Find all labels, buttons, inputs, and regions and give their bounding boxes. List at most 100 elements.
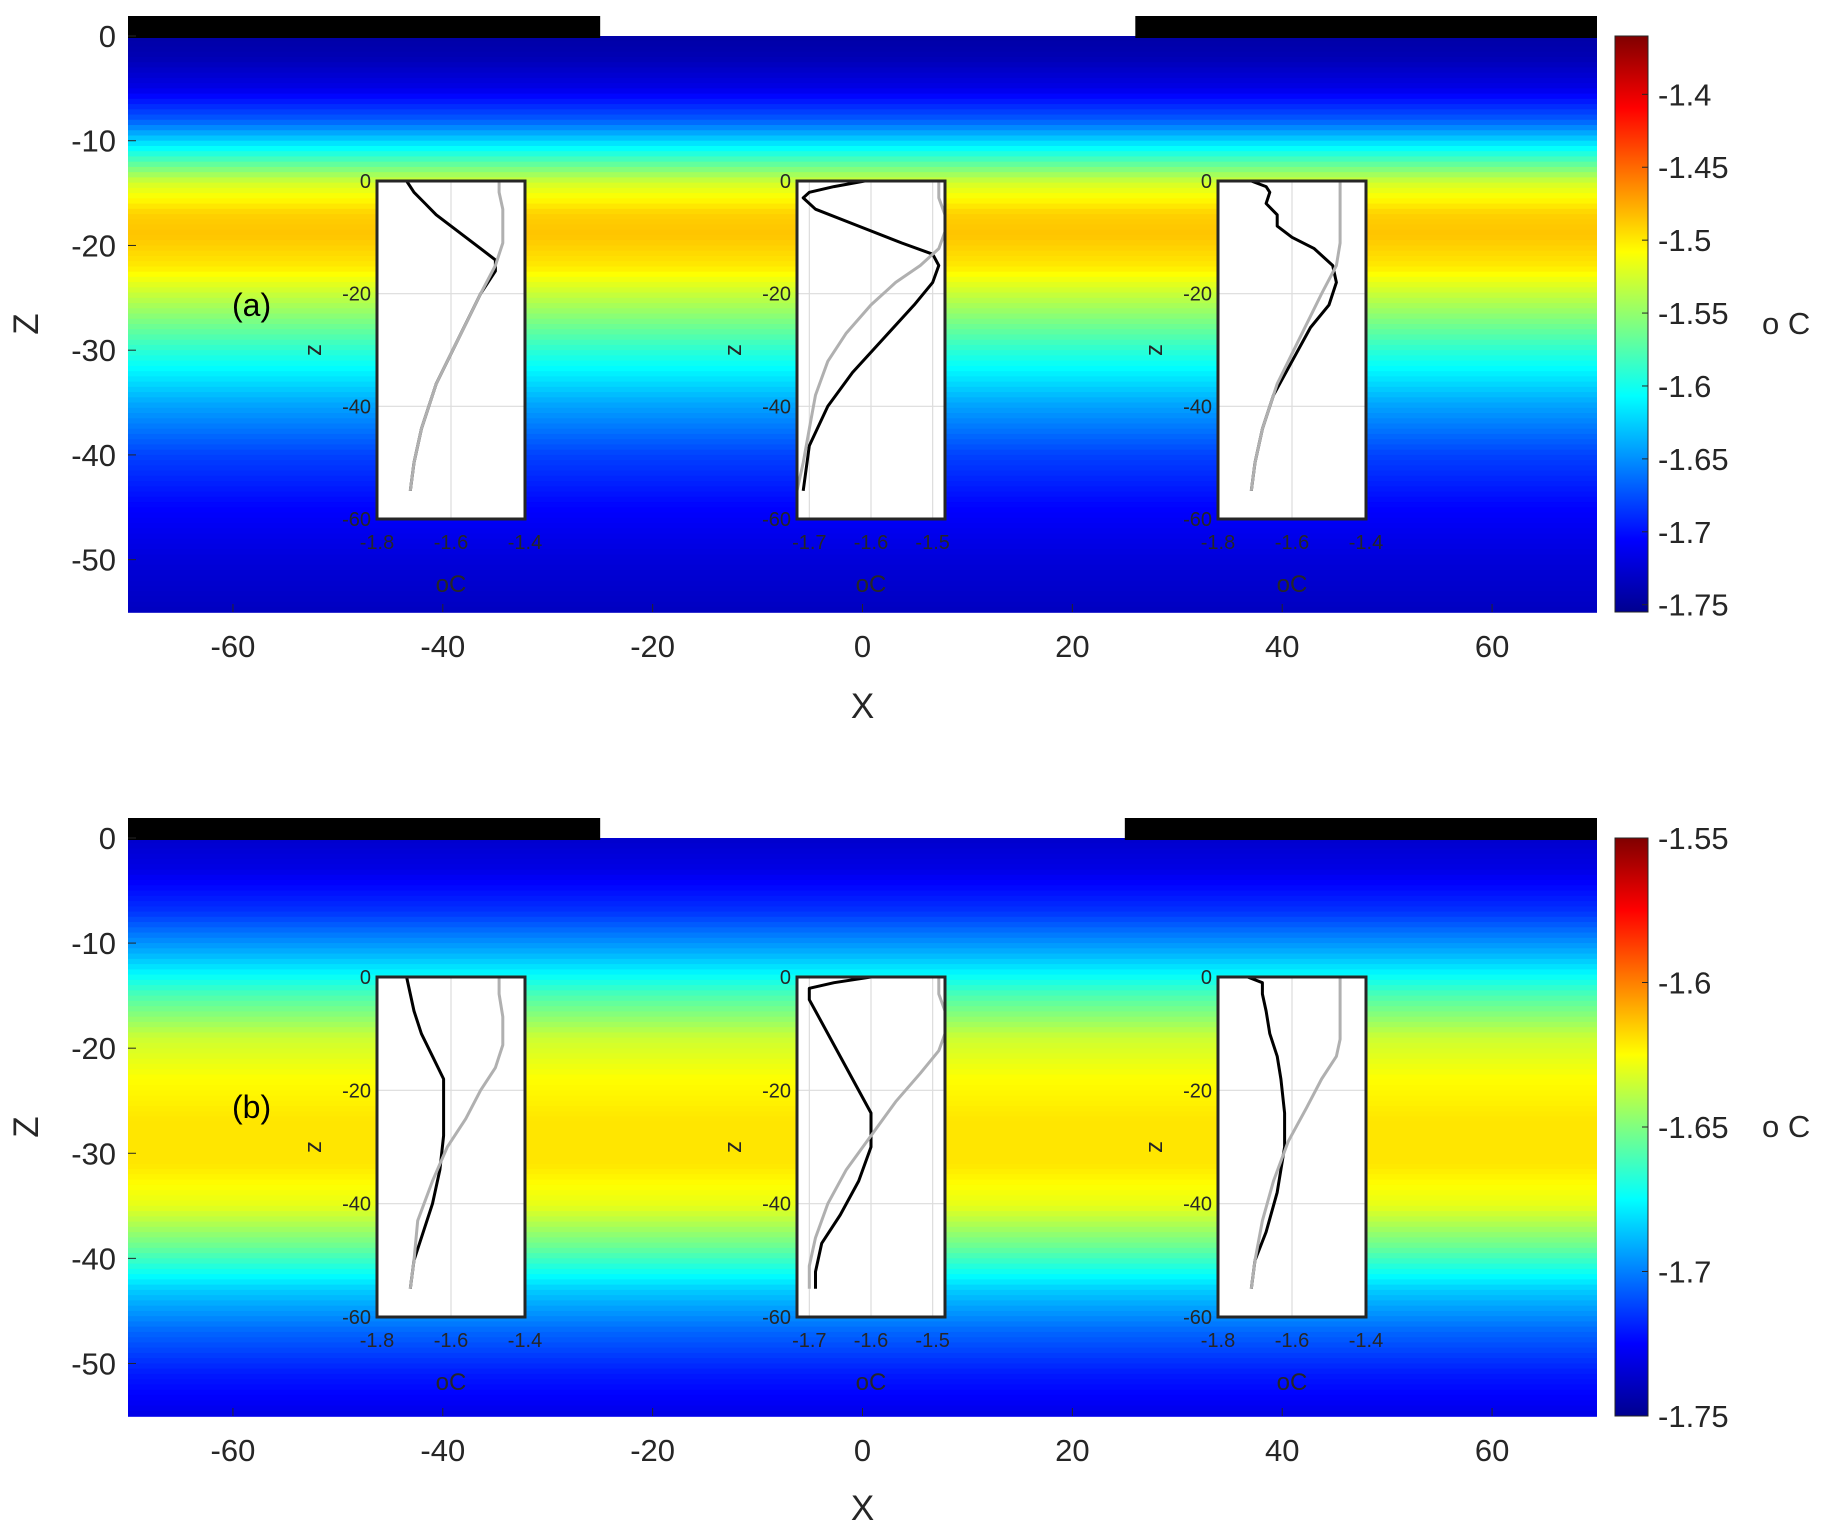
field-band [128,172,1597,179]
inset-y-axis-title: z [300,344,327,356]
field-band [128,969,1597,976]
inset-y-tick-label: 0 [360,171,371,193]
x-tick-label: 40 [1265,629,1299,664]
field-band [128,838,1597,845]
inset-y-tick-label: 0 [1201,967,1212,989]
inset-x-tick-label: -1.5 [915,1330,949,1352]
field-band [128,1347,1597,1354]
y-tick-label: -10 [71,124,116,159]
inset-frame [795,975,947,1319]
field-band [128,41,1597,48]
colorbar-tick-label: -1.6 [1658,966,1711,1001]
inset-y-axis-title: z [720,1141,747,1153]
inset-frame [795,179,947,521]
inset-profile-1: 0 -20 -40 -60-1.8 -1.6 -1.4 z oC [300,171,542,598]
inset-x-axis-title: oC [856,1369,887,1396]
field-band [128,596,1597,603]
field-band [128,533,1597,540]
x-tick-label: 20 [1055,629,1089,664]
colorbar-tick-label: -1.5 [1658,223,1711,258]
x-tick-label: 0 [854,629,871,664]
x-tick-label: 0 [854,1433,871,1468]
field-band [128,140,1597,147]
x-axis-title: X [851,1489,874,1528]
inset-profile-2: 0 -20 -40 -60-1.7 -1.6 -1.5 z oC [720,171,950,598]
field-band [128,104,1597,111]
y-tick-label: -20 [71,228,116,263]
field-band [128,958,1597,965]
inset-x-tick-label: -1.8 [360,1330,394,1352]
field-band [128,1337,1597,1344]
field-band [128,864,1597,871]
field-band [128,843,1597,850]
inset-y-tick-label: -60 [1183,509,1212,531]
x-tick-label: -20 [630,1433,675,1468]
inset-x-tick-label: -1.7 [792,1330,826,1352]
inset-y-tick-label: -40 [762,1194,791,1216]
inset-profile-line-black [405,976,446,1289]
inset-y-tick-label: -40 [1183,1194,1212,1216]
field-band [128,46,1597,53]
inset-profile-line-gray [1249,181,1342,491]
inset-x-tick-label: -1.8 [360,532,394,554]
y-tick-label: -20 [71,1031,116,1066]
field-band [128,869,1597,876]
inset-x-tick-label: -1.4 [508,1330,542,1352]
field-band [128,77,1597,84]
inset-x-tick-label: -1.4 [1349,1330,1383,1352]
colorbar-tick-label: -1.45 [1658,150,1729,185]
field-band [128,1352,1597,1359]
field-band [128,1368,1597,1375]
inset-x-tick-label: -1.4 [508,532,542,554]
x-axis-title: X [851,687,874,726]
inset-profile-3: 0 -20 -40 -60-1.8 -1.6 -1.4 z oC [1141,171,1383,598]
y-tick-label: -30 [71,333,116,368]
x-tick-label: -40 [420,629,465,664]
x-tick-label: 60 [1475,629,1509,664]
inset-profile-1: 0 -20 -40 -60-1.8 -1.6 -1.4 z oC [300,967,542,1396]
field-band [128,943,1597,950]
field-band [128,575,1597,582]
colorbar-tick-label: -1.65 [1658,442,1729,477]
panel-a: 0 -10 -20 -30 -40 -50 -60 -40 -20 0 20 40 60 X Z (a) -1.… [7,16,1810,726]
inset-y-axis-title: z [720,344,747,356]
colorbar-tick-label: -1.75 [1658,1399,1729,1434]
x-tick-label: -60 [211,629,256,664]
x-tick-label: -40 [420,1433,465,1468]
inset-y-tick-label: -20 [762,284,791,306]
field-band [128,1342,1597,1349]
field-band [128,56,1597,63]
inset-y-tick-label: -40 [1183,396,1212,418]
field-band [128,83,1597,90]
field-band [128,853,1597,860]
inset-y-tick-label: 0 [1201,171,1212,193]
field-band [128,964,1597,971]
colorbar-tick-label: -1.7 [1658,515,1711,550]
field-band [128,166,1597,173]
inset-y-tick-label: -20 [342,284,371,306]
ice-shelf-left [128,818,601,840]
field-band [128,880,1597,887]
field-band [128,554,1597,561]
field-band [128,109,1597,116]
field-band [128,1394,1597,1402]
field-band [128,1331,1597,1338]
inset-y-tick-label: -60 [762,509,791,531]
field-band [128,890,1597,897]
inset-profile-line-black [1247,975,1287,1289]
colorbar-tick-label: -1.4 [1658,77,1711,112]
field-band [128,1363,1597,1370]
inset-y-tick-label: -60 [342,509,371,531]
field-band [128,517,1597,524]
inset-frame [375,179,527,521]
inset-y-tick-label: -40 [342,396,371,418]
field-band [128,580,1597,587]
field-band [128,151,1597,158]
field-band [128,906,1597,913]
field-band [128,538,1597,545]
field-band [128,543,1597,550]
ice-shelf-right [1124,818,1597,840]
field-band [128,72,1597,79]
field-band [128,1400,1597,1407]
